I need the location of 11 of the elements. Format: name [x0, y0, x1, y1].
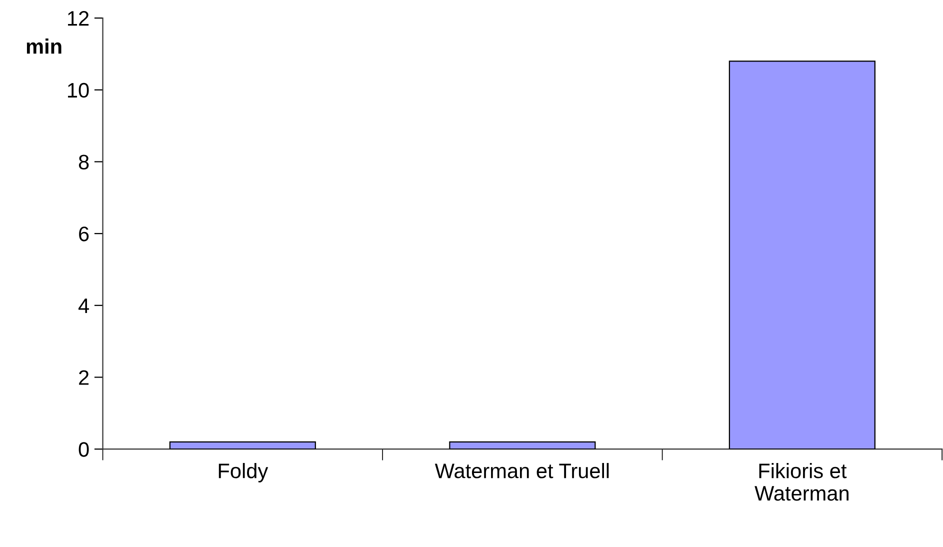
y-tick-label: 12 — [68, 11, 89, 26]
y-tick-label: 2 — [79, 370, 89, 385]
x-tick-label: Foldy — [218, 462, 268, 482]
x-tick-label: Fikioris et Waterman — [754, 462, 848, 501]
y-tick-label: 10 — [68, 82, 89, 98]
y-tick-label: 8 — [78, 154, 89, 170]
y-tick-label: 4 — [78, 298, 89, 313]
y-tick-label: 6 — [79, 226, 89, 242]
x-tick-label: Waterman et Truell — [434, 462, 609, 478]
y-tick-label: 0 — [78, 442, 89, 457]
y-axis-title: min — [26, 38, 62, 54]
